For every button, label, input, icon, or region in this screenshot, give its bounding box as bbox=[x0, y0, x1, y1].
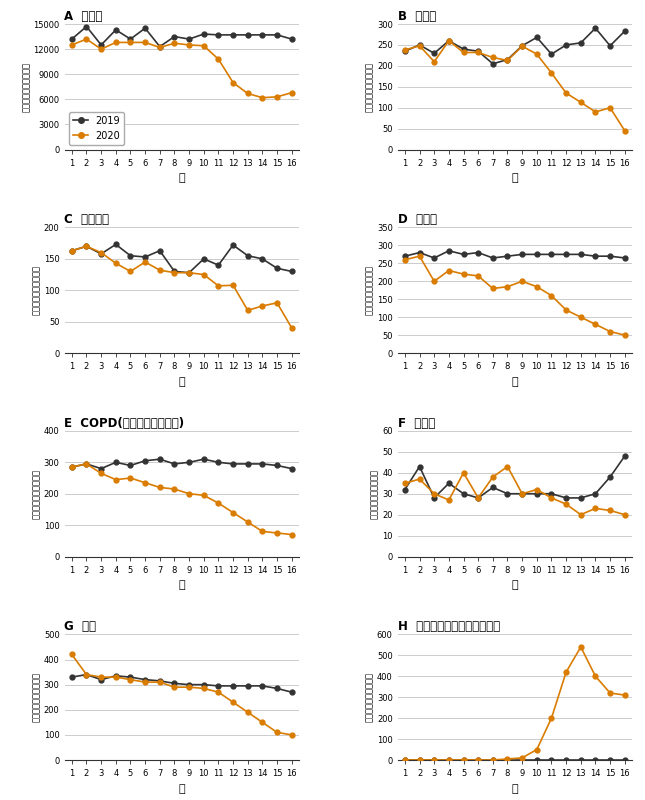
Y-axis label: 週当たりの入院患者数: 週当たりの入院患者数 bbox=[32, 469, 41, 518]
X-axis label: 週: 週 bbox=[511, 377, 518, 386]
Y-axis label: 週当たりの入院患者数: 週当たりの入院患者数 bbox=[370, 469, 379, 518]
Text: E  COPD(慢性閉塞性肺疾患): E COPD(慢性閉塞性肺疾患) bbox=[64, 417, 184, 430]
X-axis label: 週: 週 bbox=[179, 783, 185, 794]
Text: F  虫垂炎: F 虫垂炎 bbox=[397, 417, 435, 430]
Text: A  全入院: A 全入院 bbox=[64, 10, 103, 23]
Y-axis label: 週当たりの入院患者数: 週当たりの入院患者数 bbox=[32, 672, 41, 722]
X-axis label: 週: 週 bbox=[511, 173, 518, 183]
Text: H  新型コロナウイルス感染症: H 新型コロナウイルス感染症 bbox=[397, 620, 500, 634]
X-axis label: 週: 週 bbox=[179, 580, 185, 590]
Y-axis label: 週当たりの入院患者数: 週当たりの入院患者数 bbox=[365, 62, 374, 112]
X-axis label: 週: 週 bbox=[511, 580, 518, 590]
Text: G  肺炎: G 肺炎 bbox=[64, 620, 97, 634]
Text: D  心不全: D 心不全 bbox=[397, 214, 437, 226]
Y-axis label: 週当たりの入院患者数: 週当たりの入院患者数 bbox=[365, 672, 374, 722]
X-axis label: 週: 週 bbox=[511, 783, 518, 794]
X-axis label: 週: 週 bbox=[179, 173, 185, 183]
Y-axis label: 週当たりの入院患者数: 週当たりの入院患者数 bbox=[32, 266, 41, 315]
Text: B  脳梗塞: B 脳梗塞 bbox=[397, 10, 436, 23]
X-axis label: 週: 週 bbox=[179, 377, 185, 386]
Text: C  心筋梗塞: C 心筋梗塞 bbox=[64, 214, 110, 226]
Y-axis label: 週当たりの入院患者数: 週当たりの入院患者数 bbox=[22, 62, 30, 112]
Y-axis label: 週当たりの入院患者数: 週当たりの入院患者数 bbox=[365, 266, 374, 315]
Legend: 2019, 2020: 2019, 2020 bbox=[70, 112, 124, 145]
